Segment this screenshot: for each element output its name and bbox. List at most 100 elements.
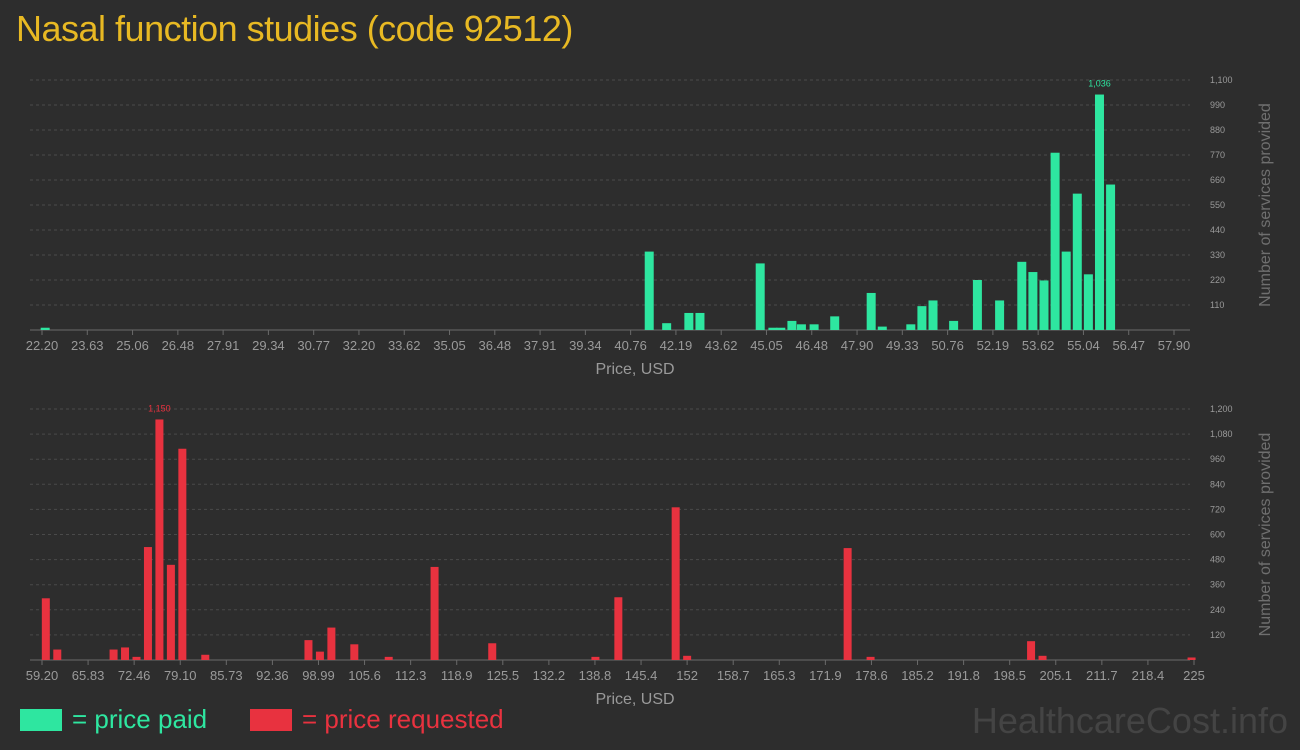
chart1-y-axis-label: Number of services provided — [1257, 103, 1274, 307]
chart2-bar — [866, 656, 875, 660]
chart2-bar — [143, 547, 152, 660]
chart2-x-tick-label: 152 — [676, 668, 698, 683]
chart1-x-tick-label: 26.48 — [162, 338, 195, 353]
chart1-bar — [809, 324, 819, 330]
chart2-x-tick-label: 178.6 — [855, 668, 888, 683]
chart1-bar — [972, 280, 982, 330]
chart1-x-tick-label: 25.06 — [116, 338, 149, 353]
chart1-y-tick-label: 550 — [1210, 200, 1225, 210]
chart2-x-tick-label: 171.9 — [809, 668, 842, 683]
chart1-max-data-label: 1,036 — [1088, 79, 1111, 89]
chart2-bar — [327, 627, 336, 660]
chart2-y-tick-label: 120 — [1210, 630, 1225, 640]
chart1-x-tick-label: 46.48 — [795, 338, 828, 353]
chart2-x-tick-label: 98.99 — [302, 668, 335, 683]
chart2-x-tick-label: 218.4 — [1132, 668, 1165, 683]
legend-requested: = price requested — [250, 704, 504, 735]
chart1-x-tick-label: 45.05 — [750, 338, 783, 353]
chart1-x-tick-label: 30.77 — [297, 338, 330, 353]
chart1-bar — [1050, 152, 1060, 330]
chart2-bar — [488, 643, 497, 660]
chart2-bar — [41, 598, 50, 660]
chart2-y-tick-label: 360 — [1210, 580, 1225, 590]
chart1-bar — [796, 324, 806, 330]
chart2-x-tick-label: 59.20 — [26, 668, 59, 683]
chart1-x-tick-label: 47.90 — [841, 338, 874, 353]
chart1-y-tick-label: 660 — [1210, 175, 1225, 185]
chart1-bar — [1094, 94, 1104, 330]
chart2-bar — [591, 656, 600, 660]
chart1-bar — [928, 300, 938, 330]
chart2-bar — [1187, 657, 1196, 660]
chart1-x-tick-label: 52.19 — [977, 338, 1010, 353]
chart1-x-tick-label: 22.20 — [26, 338, 59, 353]
chart1-x-tick-label: 40.76 — [614, 338, 647, 353]
chart2-x-tick-label: 125.5 — [487, 668, 520, 683]
chart1-y-tick-label: 1,100 — [1210, 75, 1233, 85]
chart1-x-tick-label: 53.62 — [1022, 338, 1055, 353]
chart2-bar — [430, 566, 439, 660]
chart2-x-tick-label: 198.5 — [993, 668, 1026, 683]
chart2-x-tick-label: 225 — [1183, 668, 1205, 683]
chart1-y-tick-label: 440 — [1210, 225, 1225, 235]
legend-paid-swatch — [20, 708, 62, 731]
chart1-bar — [995, 300, 1005, 330]
chart2-bar — [304, 640, 313, 660]
chart2-bar — [121, 647, 130, 660]
chart1-x-tick-label: 36.48 — [479, 338, 512, 353]
chart1-x-tick-label: 35.05 — [433, 338, 466, 353]
chart2-y-tick-label: 1,080 — [1210, 429, 1233, 439]
chart2-x-tick-label: 79.10 — [164, 668, 197, 683]
chart1-x-axis-label: Price, USD — [595, 361, 674, 378]
chart2-x-tick-label: 132.2 — [533, 668, 566, 683]
chart1-x-tick-label: 43.62 — [705, 338, 738, 353]
chart2-bar — [671, 507, 680, 660]
chart2-y-tick-label: 960 — [1210, 454, 1225, 464]
chart1-y-tick-label: 330 — [1210, 250, 1225, 260]
chart2-x-tick-label: 205.1 — [1039, 668, 1072, 683]
chart1-bar — [1083, 274, 1093, 330]
chart2-bar — [683, 655, 692, 660]
chart2-y-axis-label: Number of services provided — [1257, 433, 1274, 637]
chart1-y-tick-label: 220 — [1210, 275, 1225, 285]
chart1-bar — [644, 251, 654, 330]
chart2-bar — [1027, 641, 1036, 660]
chart2-y-tick-label: 480 — [1210, 555, 1225, 565]
legend-paid: = price paid — [20, 704, 207, 735]
chart2-bar — [384, 656, 393, 660]
legend-requested-label: = price requested — [302, 704, 504, 734]
chart1-x-tick-label: 42.19 — [660, 338, 693, 353]
chart1-bar — [830, 316, 840, 330]
chart1-bar — [1061, 251, 1071, 330]
chart2-bar — [843, 548, 852, 660]
chart1-x-tick-label: 23.63 — [71, 338, 104, 353]
chart2-bar — [155, 419, 164, 660]
chart1-x-tick-label: 32.20 — [343, 338, 376, 353]
chart2-x-tick-label: 185.2 — [901, 668, 934, 683]
chart1-bar — [1106, 184, 1116, 330]
chart2-x-tick-label: 65.83 — [72, 668, 105, 683]
chart1-y-tick-label: 880 — [1210, 125, 1225, 135]
chart2-bar — [178, 448, 187, 660]
chart2-max-data-label: 1,150 — [148, 403, 171, 413]
chart2-y-tick-label: 1,200 — [1210, 404, 1233, 414]
chart1-bar — [906, 324, 916, 330]
chart1-x-tick-label: 39.34 — [569, 338, 602, 353]
chart2-x-tick-label: 138.8 — [579, 668, 612, 683]
chart2-x-tick-label: 211.7 — [1086, 668, 1118, 683]
chart1-y-tick-label: 990 — [1210, 100, 1225, 110]
chart1-x-tick-label: 49.33 — [886, 338, 919, 353]
chart1-bar — [787, 320, 797, 330]
chart2-y-tick-label: 600 — [1210, 530, 1225, 540]
chart2-bar — [201, 654, 210, 660]
chart2-x-tick-label: 165.3 — [763, 668, 796, 683]
chart2-bar — [132, 656, 141, 660]
chart1-x-tick-label: 56.47 — [1112, 338, 1145, 353]
chart1-bar — [776, 327, 786, 330]
chart2-bar — [315, 651, 324, 660]
chart1-bar — [877, 326, 887, 330]
chart1-x-tick-label: 37.91 — [524, 338, 557, 353]
watermark: HealthcareCost.info — [971, 700, 1288, 741]
chart2-x-tick-label: 118.9 — [441, 668, 473, 683]
